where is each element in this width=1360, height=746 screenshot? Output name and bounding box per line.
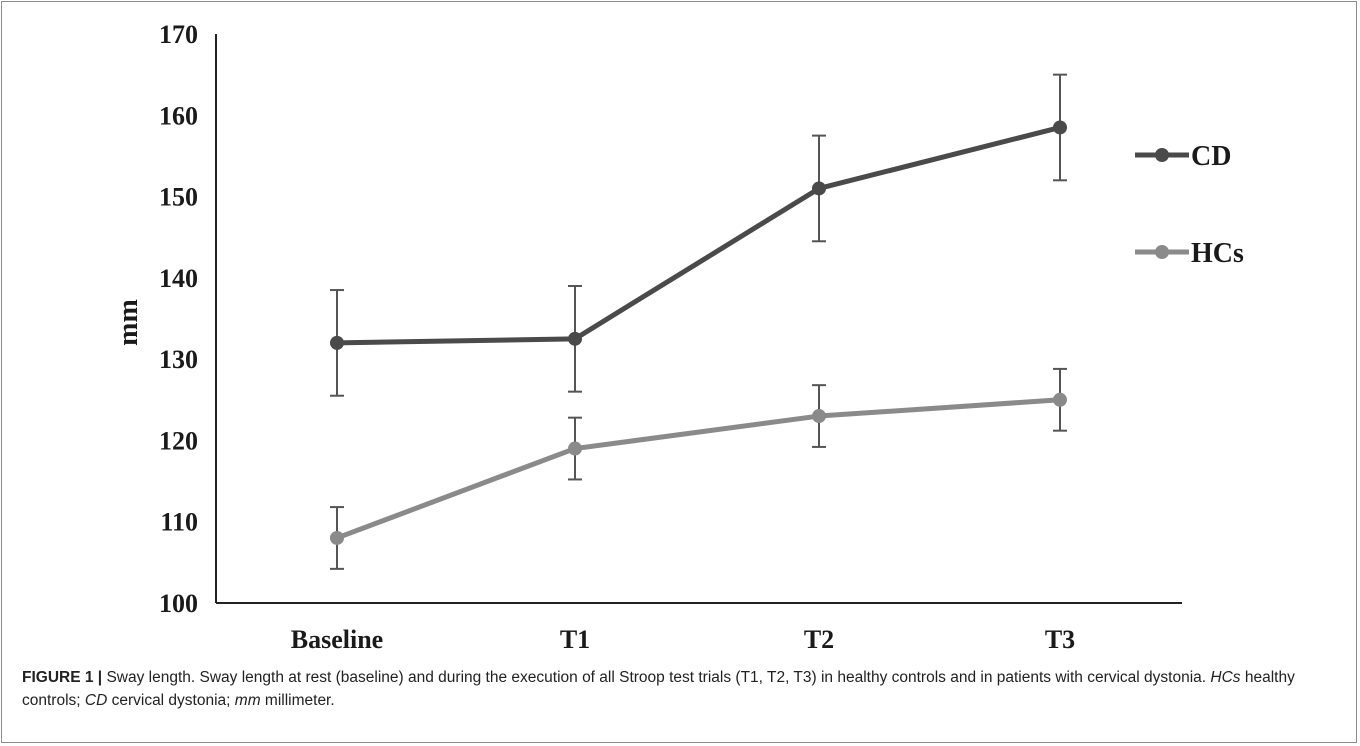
point-hcs-baseline	[330, 530, 344, 545]
y-tick-label-110: 110	[160, 508, 198, 537]
x-axis-ticks: Baseline T1 T2 T3	[291, 625, 1075, 654]
series-hcs	[330, 367, 1067, 570]
y-tick-label-120: 120	[159, 426, 198, 455]
point-cd-t2	[812, 181, 826, 196]
y-tick-label-140: 140	[159, 264, 198, 293]
figure-caption: FIGURE 1 | Sway length. Sway length at r…	[22, 666, 1338, 712]
series-layer	[330, 73, 1067, 570]
caption-text-1: Sway length. Sway length at rest (baseli…	[102, 669, 1211, 686]
point-cd-baseline	[330, 335, 344, 350]
caption-abbr-hcs: HCs	[1210, 669, 1241, 686]
y-axis-title: mm	[113, 299, 144, 346]
y-tick-label-130: 130	[159, 345, 198, 374]
caption-abbr-mm: mm	[234, 692, 261, 709]
series-line-hcs	[336, 397, 1061, 541]
y-tick-label-150: 150	[159, 183, 198, 212]
point-cd-t1	[568, 331, 582, 346]
point-cd-t3	[1053, 120, 1067, 135]
x-tick-label-baseline: Baseline	[291, 625, 383, 654]
legend-label-hcs: HCs	[1191, 238, 1244, 269]
point-hcs-t2	[812, 409, 826, 424]
legend: CD HCs	[1135, 141, 1244, 269]
caption-text-3: cervical dystonia;	[107, 692, 235, 709]
caption-abbr-cd: CD	[84, 692, 108, 709]
y-tick-label-170: 170	[159, 20, 198, 49]
legend-marker-hcs	[1155, 245, 1169, 259]
series-cd	[330, 73, 1067, 397]
caption-label: FIGURE 1 |	[22, 669, 103, 686]
y-tick-label-100: 100	[159, 589, 198, 618]
series-line-cd	[336, 125, 1061, 346]
point-hcs-t1	[568, 441, 582, 456]
caption-text-4: millimeter.	[260, 692, 335, 709]
x-tick-label-t3: T3	[1045, 625, 1075, 654]
x-tick-label-t2: T2	[804, 625, 834, 654]
legend-marker-cd	[1155, 148, 1169, 162]
caption-text-2: healthy controls;	[22, 669, 1295, 709]
point-hcs-t3	[1053, 392, 1067, 407]
y-axis-ticks: 100 110 120 130 140 150 160 170	[159, 20, 198, 618]
y-tick-label-160: 160	[159, 101, 198, 130]
axes	[215, 34, 1182, 604]
x-tick-label-t1: T1	[560, 625, 590, 654]
legend-label-cd: CD	[1191, 141, 1231, 172]
